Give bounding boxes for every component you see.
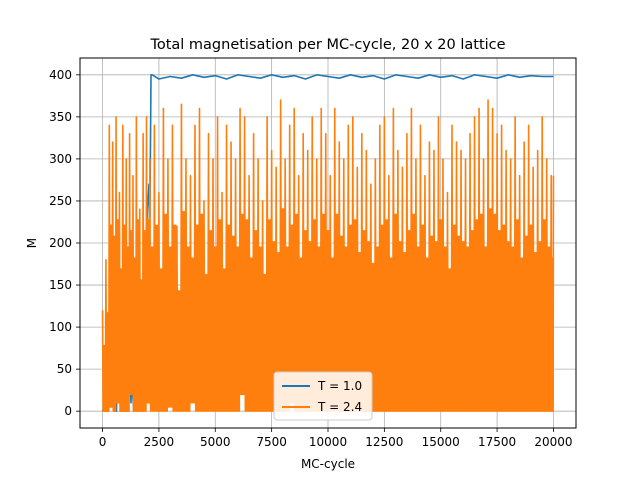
y-tick-label: 350	[49, 110, 72, 124]
x-tick-label: 5000	[200, 435, 231, 449]
series-line-t2	[101, 99, 555, 412]
x-tick-label: 2500	[144, 435, 175, 449]
y-tick-label: 300	[49, 152, 72, 166]
y-tick-label: 0	[64, 404, 72, 418]
x-tick-label: 10000	[309, 435, 347, 449]
series-layer	[101, 74, 555, 412]
y-tick-label: 400	[49, 68, 72, 82]
x-axis-ticks: 0 2500 5000 7500 10000 12500 15000 17500 20000	[99, 428, 573, 449]
x-tick-label: 12500	[365, 435, 403, 449]
x-tick-label: 17500	[478, 435, 516, 449]
x-tick-label: 7500	[256, 435, 287, 449]
legend: T = 1.0 T = 2.4	[273, 371, 373, 421]
y-tick-label: 250	[49, 194, 72, 208]
x-tick-label: 15000	[422, 435, 460, 449]
y-tick-label: 200	[49, 236, 72, 250]
chart-title: Total magnetisation per MC-cycle, 20 x 2…	[149, 37, 505, 53]
y-axis-ticks: 0 50 100 150 200 250 300 350 400	[49, 68, 80, 418]
y-tick-label: 50	[57, 362, 72, 376]
x-tick-label: 0	[99, 435, 107, 449]
x-tick-label: 20000	[534, 435, 572, 449]
y-axis-label: M	[25, 238, 39, 248]
y-tick-label: 150	[49, 278, 72, 292]
legend-label-t2: T = 2.4	[317, 400, 362, 414]
x-axis-label: MC-cycle	[301, 457, 355, 471]
y-tick-label: 100	[49, 320, 72, 334]
legend-label-t1: T = 1.0	[317, 379, 362, 393]
